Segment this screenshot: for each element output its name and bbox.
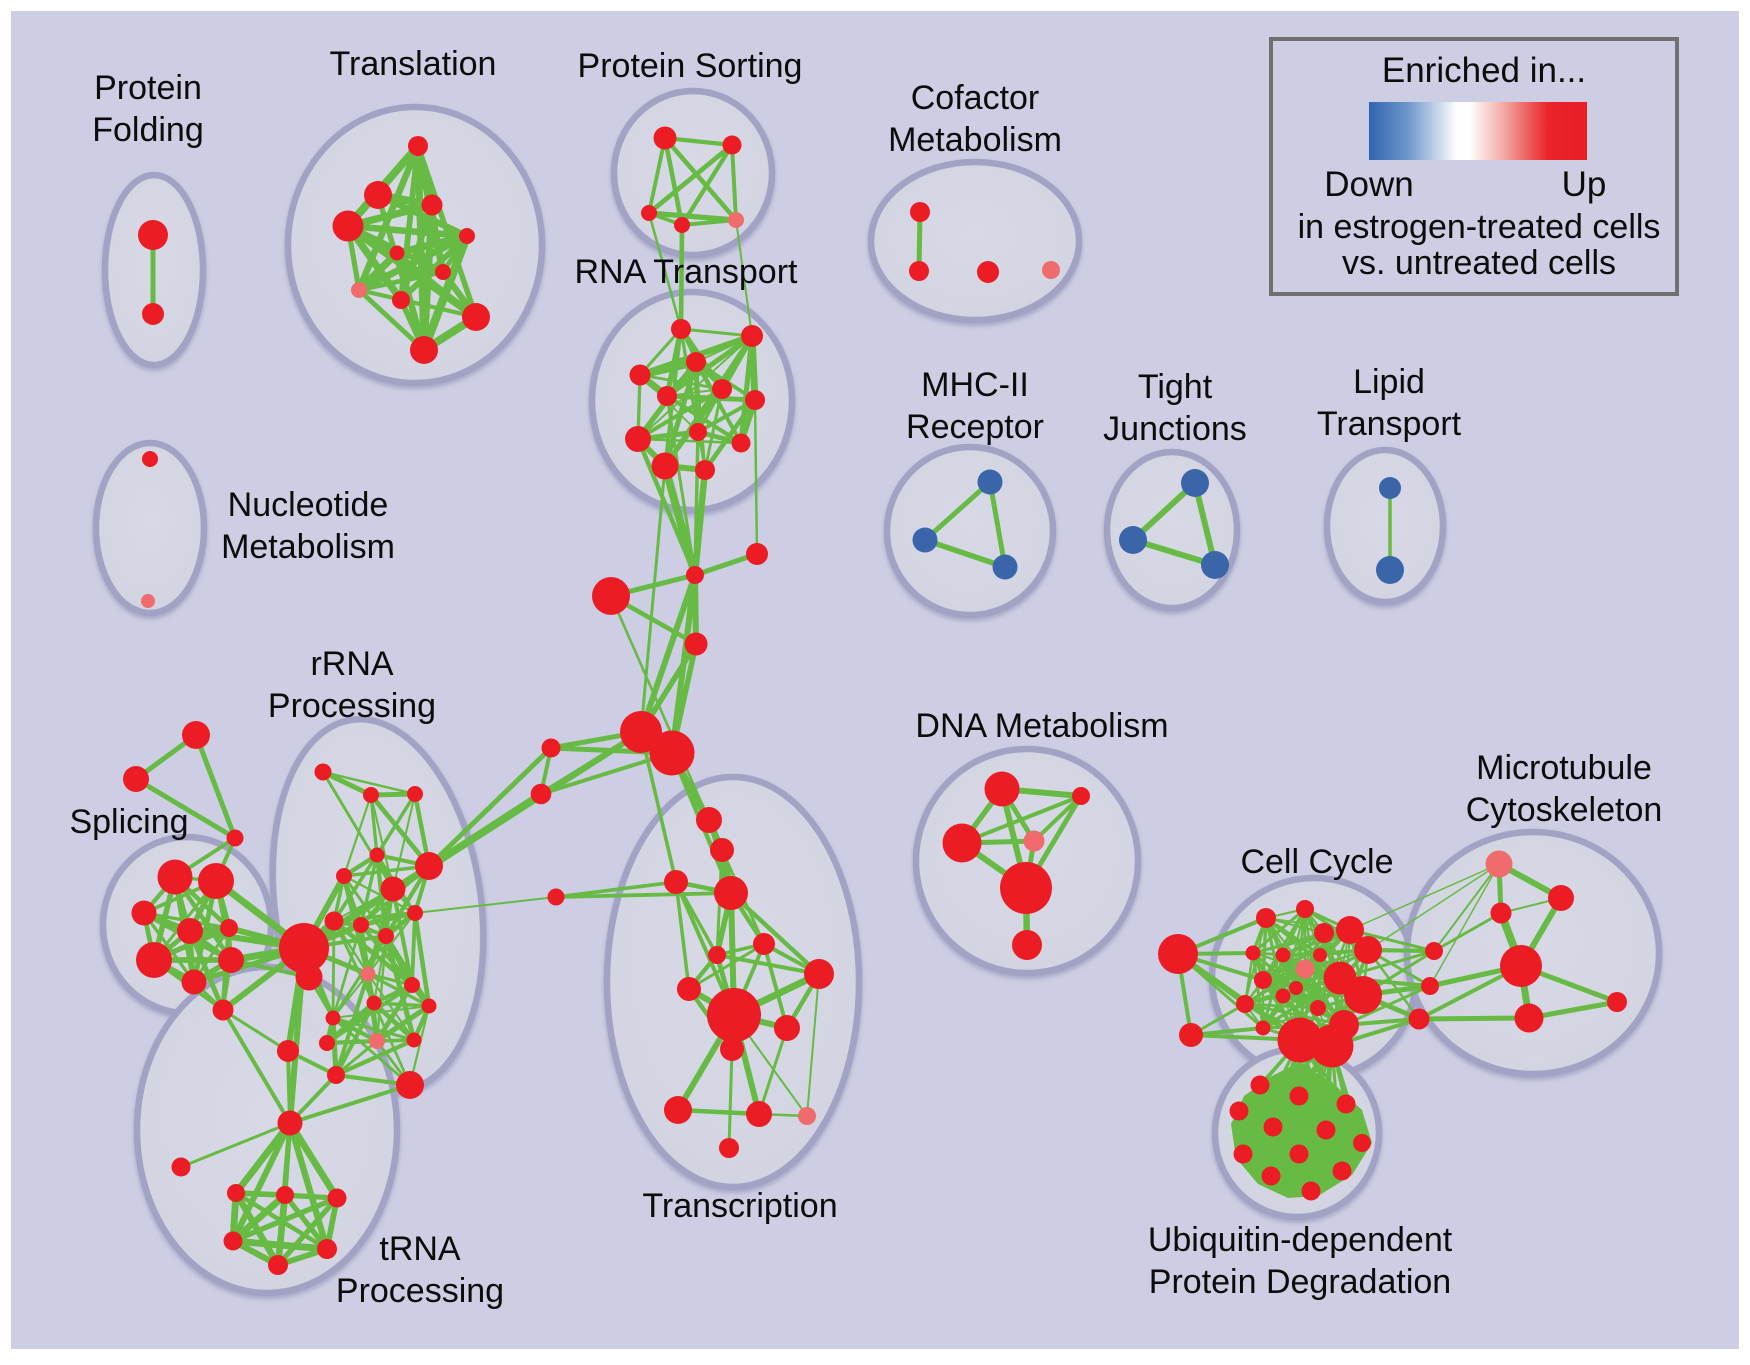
svg-text:MHC-II: MHC-II (921, 366, 1029, 404)
svg-text:Protein Degradation: Protein Degradation (1149, 1263, 1451, 1301)
svg-text:Metabolism: Metabolism (888, 121, 1062, 159)
svg-text:Processing: Processing (336, 1272, 504, 1310)
svg-text:Transport: Transport (1317, 405, 1462, 443)
svg-text:Metabolism: Metabolism (221, 528, 395, 566)
svg-text:in estrogen-treated cells: in estrogen-treated cells (1298, 208, 1661, 246)
svg-text:Ubiquitin-dependent: Ubiquitin-dependent (1148, 1221, 1453, 1259)
svg-text:Cell Cycle: Cell Cycle (1240, 843, 1393, 881)
svg-text:Lipid: Lipid (1353, 363, 1425, 401)
svg-text:Enriched in...: Enriched in... (1382, 51, 1586, 90)
svg-text:Processing: Processing (268, 687, 436, 725)
svg-text:Receptor: Receptor (906, 408, 1044, 446)
svg-text:Microtubule: Microtubule (1476, 749, 1652, 787)
svg-text:Cytoskeleton: Cytoskeleton (1466, 791, 1663, 829)
svg-text:Down: Down (1324, 165, 1413, 204)
svg-text:Splicing: Splicing (69, 803, 188, 841)
svg-text:Folding: Folding (92, 111, 204, 149)
svg-text:Translation: Translation (330, 45, 497, 83)
svg-text:Transcription: Transcription (642, 1187, 837, 1225)
svg-text:RNA Transport: RNA Transport (575, 253, 799, 291)
svg-text:Cofactor: Cofactor (911, 79, 1040, 117)
svg-text:Protein: Protein (94, 69, 202, 107)
svg-text:Tight: Tight (1138, 368, 1213, 406)
svg-text:tRNA: tRNA (379, 1230, 461, 1268)
svg-text:Nucleotide: Nucleotide (228, 486, 389, 524)
svg-text:Up: Up (1562, 165, 1607, 204)
svg-text:Protein Sorting: Protein Sorting (578, 47, 803, 85)
svg-text:vs. untreated cells: vs. untreated cells (1342, 244, 1616, 282)
svg-text:rRNA: rRNA (310, 645, 393, 683)
svg-text:Junctions: Junctions (1103, 410, 1247, 448)
svg-text:DNA Metabolism: DNA Metabolism (915, 707, 1168, 745)
